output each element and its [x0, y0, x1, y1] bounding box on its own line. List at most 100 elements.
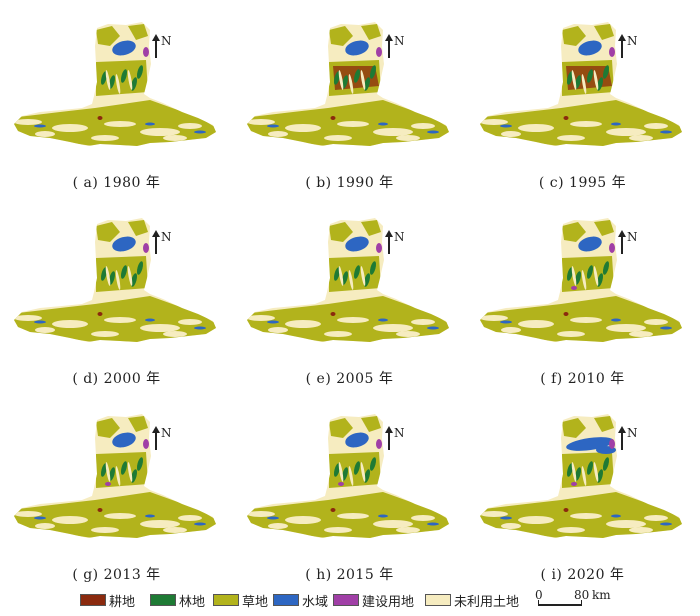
built-up-area	[376, 243, 382, 253]
forest-patch	[333, 267, 341, 281]
north-label: N	[627, 426, 638, 440]
legend-item-forest: 林地	[150, 592, 205, 610]
unused-patch	[411, 515, 435, 521]
unused-patch	[570, 513, 602, 519]
unused-patch	[140, 324, 180, 332]
legend-item-built-up: 建设用地	[333, 592, 415, 610]
water-streak	[145, 318, 155, 322]
north-arrow-head	[152, 230, 160, 237]
forest-patch	[136, 65, 144, 79]
grassland-northeast	[361, 24, 381, 40]
wash-line	[581, 74, 587, 94]
panel-caption: ( i) 2020 年	[540, 567, 625, 583]
legend-item-water: 水域	[273, 592, 329, 610]
map-region	[14, 22, 216, 146]
wash-line	[593, 462, 599, 482]
forest-patch	[341, 271, 349, 285]
water-streak	[611, 122, 621, 126]
unused-patch	[629, 135, 653, 141]
forest-patch	[353, 69, 361, 83]
unused-patch	[178, 123, 202, 129]
water-streak	[378, 318, 388, 322]
north-arrow: N	[152, 426, 173, 456]
unused-patch	[501, 523, 521, 529]
forest-patch	[602, 457, 610, 471]
north-label: N	[627, 34, 638, 48]
water-streak	[378, 122, 388, 126]
north-arrow: N	[618, 34, 639, 64]
water-streak	[267, 124, 279, 128]
map-region	[14, 414, 216, 538]
water-streak	[34, 124, 46, 128]
unused-patch	[91, 527, 119, 533]
unused-patch	[557, 135, 585, 141]
wash-line	[338, 462, 344, 482]
legend-swatch-grassland	[213, 594, 239, 606]
north-arrow-head	[618, 230, 626, 237]
scale-tick-end	[581, 600, 582, 606]
wash-line	[593, 70, 599, 90]
legend-label-built-up: 建设用地	[362, 594, 415, 610]
built-up-area	[143, 243, 149, 253]
north-arrow: N	[385, 230, 406, 260]
forest-patch	[596, 469, 604, 483]
legend-swatch-built-up	[333, 594, 359, 606]
land-use-map	[14, 22, 216, 146]
forest-patch	[120, 69, 128, 83]
forest-patch	[574, 271, 582, 285]
unused-patch	[557, 331, 585, 337]
unused-patch	[178, 319, 202, 325]
built-up-area	[376, 47, 382, 57]
unused-patch	[247, 119, 275, 125]
forest-patch	[100, 463, 108, 477]
legend-swatch-water	[273, 594, 299, 606]
map-panel-2005: N ( e) 2005 年	[233, 196, 466, 392]
forest-patch	[108, 271, 116, 285]
unused-patch	[644, 123, 668, 129]
forest-patch	[341, 467, 349, 481]
grassland-north	[96, 418, 120, 438]
lake-water	[345, 432, 369, 448]
unused-patch	[411, 319, 435, 325]
water-streak	[427, 326, 439, 330]
north-arrow-head	[385, 426, 393, 433]
unused-patch	[324, 527, 352, 533]
water-streak	[427, 130, 439, 134]
built-up-oasis	[571, 286, 577, 290]
land-use-map	[14, 218, 216, 342]
built-up-area	[376, 439, 382, 449]
unused-patch	[91, 331, 119, 337]
unused-patch	[606, 520, 646, 528]
water-streak	[34, 320, 46, 324]
unused-patch	[163, 135, 187, 141]
unused-patch	[337, 513, 369, 519]
forest-patch	[363, 469, 371, 483]
forest-patch	[120, 461, 128, 475]
north-label: N	[394, 426, 405, 440]
north-arrow: N	[618, 230, 639, 260]
scale-unit-label: km	[592, 588, 611, 602]
wash-line	[105, 266, 111, 286]
north-arrow: N	[152, 230, 173, 260]
unused-patch	[140, 520, 180, 528]
north-arrow-head	[385, 34, 393, 41]
panel-caption: ( c) 1995 年	[538, 175, 627, 191]
unused-patch	[35, 131, 55, 137]
grassland-north	[562, 222, 586, 242]
water-streak	[267, 320, 279, 324]
grassland-north	[96, 222, 120, 242]
land-use-map	[480, 414, 682, 538]
north-arrow-shaft	[155, 36, 157, 58]
panel-caption: ( d) 2000 年	[72, 371, 161, 387]
grassland-northeast	[594, 24, 614, 40]
lake-water	[112, 432, 136, 448]
north-label: N	[161, 426, 172, 440]
cropland-patch	[97, 312, 103, 316]
north-arrow: N	[385, 34, 406, 64]
panel-caption: ( f) 2010 年	[540, 371, 625, 387]
forest-patch	[130, 77, 138, 91]
forest-patch	[363, 77, 371, 91]
legend-label-water: 水域	[302, 594, 329, 610]
land-use-map	[247, 218, 449, 342]
north-arrow: N	[385, 426, 406, 456]
